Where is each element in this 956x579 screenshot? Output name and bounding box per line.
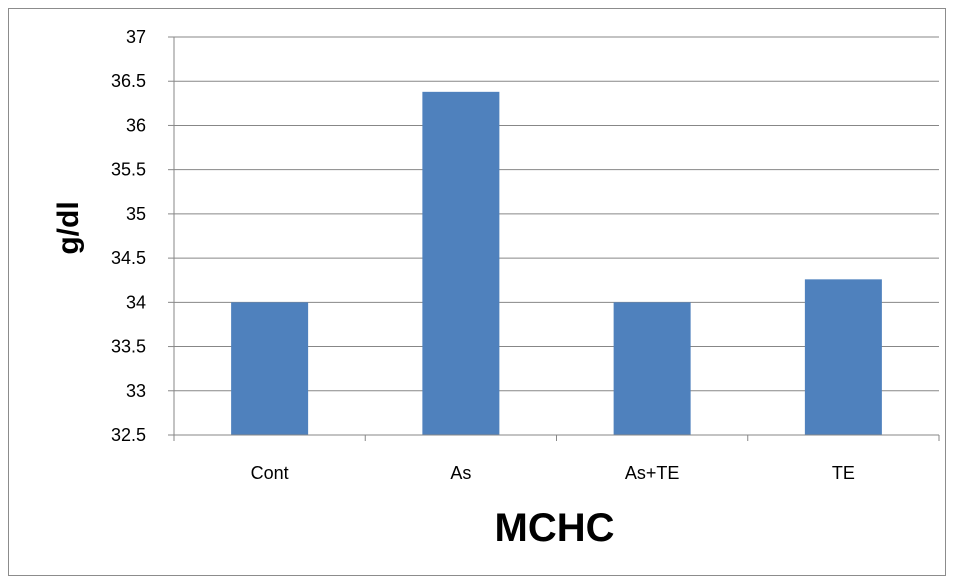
x-tick-labels: Cont As As+TE TE xyxy=(251,463,855,483)
y-tick-label: 35.5 xyxy=(111,160,146,180)
y-tick-label: 32.5 xyxy=(111,425,146,445)
y-tick-label: 35 xyxy=(126,204,146,224)
axes xyxy=(168,36,940,441)
y-tick-label: 36 xyxy=(126,115,146,135)
bar-as xyxy=(422,91,500,435)
bars xyxy=(231,91,882,435)
y-tick-label: 37 xyxy=(126,27,146,47)
y-tick-label: 36.5 xyxy=(111,71,146,91)
bar-cont xyxy=(231,302,309,435)
x-tick-label: As xyxy=(450,463,471,483)
x-tick-label: As+TE xyxy=(625,463,680,483)
y-tick-label: 34.5 xyxy=(111,248,146,268)
x-tick-label: TE xyxy=(832,463,855,483)
bar-te xyxy=(804,279,882,435)
bar-as-te xyxy=(613,302,691,435)
y-tick-label: 33 xyxy=(126,381,146,401)
x-tick-label: Cont xyxy=(251,463,289,483)
x-axis-title: MCHC xyxy=(495,506,615,550)
y-tick-labels: 32.5 33 33.5 34 34.5 35 35.5 36 36.5 37 xyxy=(111,27,146,445)
y-tick-label: 34 xyxy=(126,292,146,312)
y-axis-title: g/dl xyxy=(52,201,85,254)
y-tick-label: 33.5 xyxy=(111,337,146,357)
